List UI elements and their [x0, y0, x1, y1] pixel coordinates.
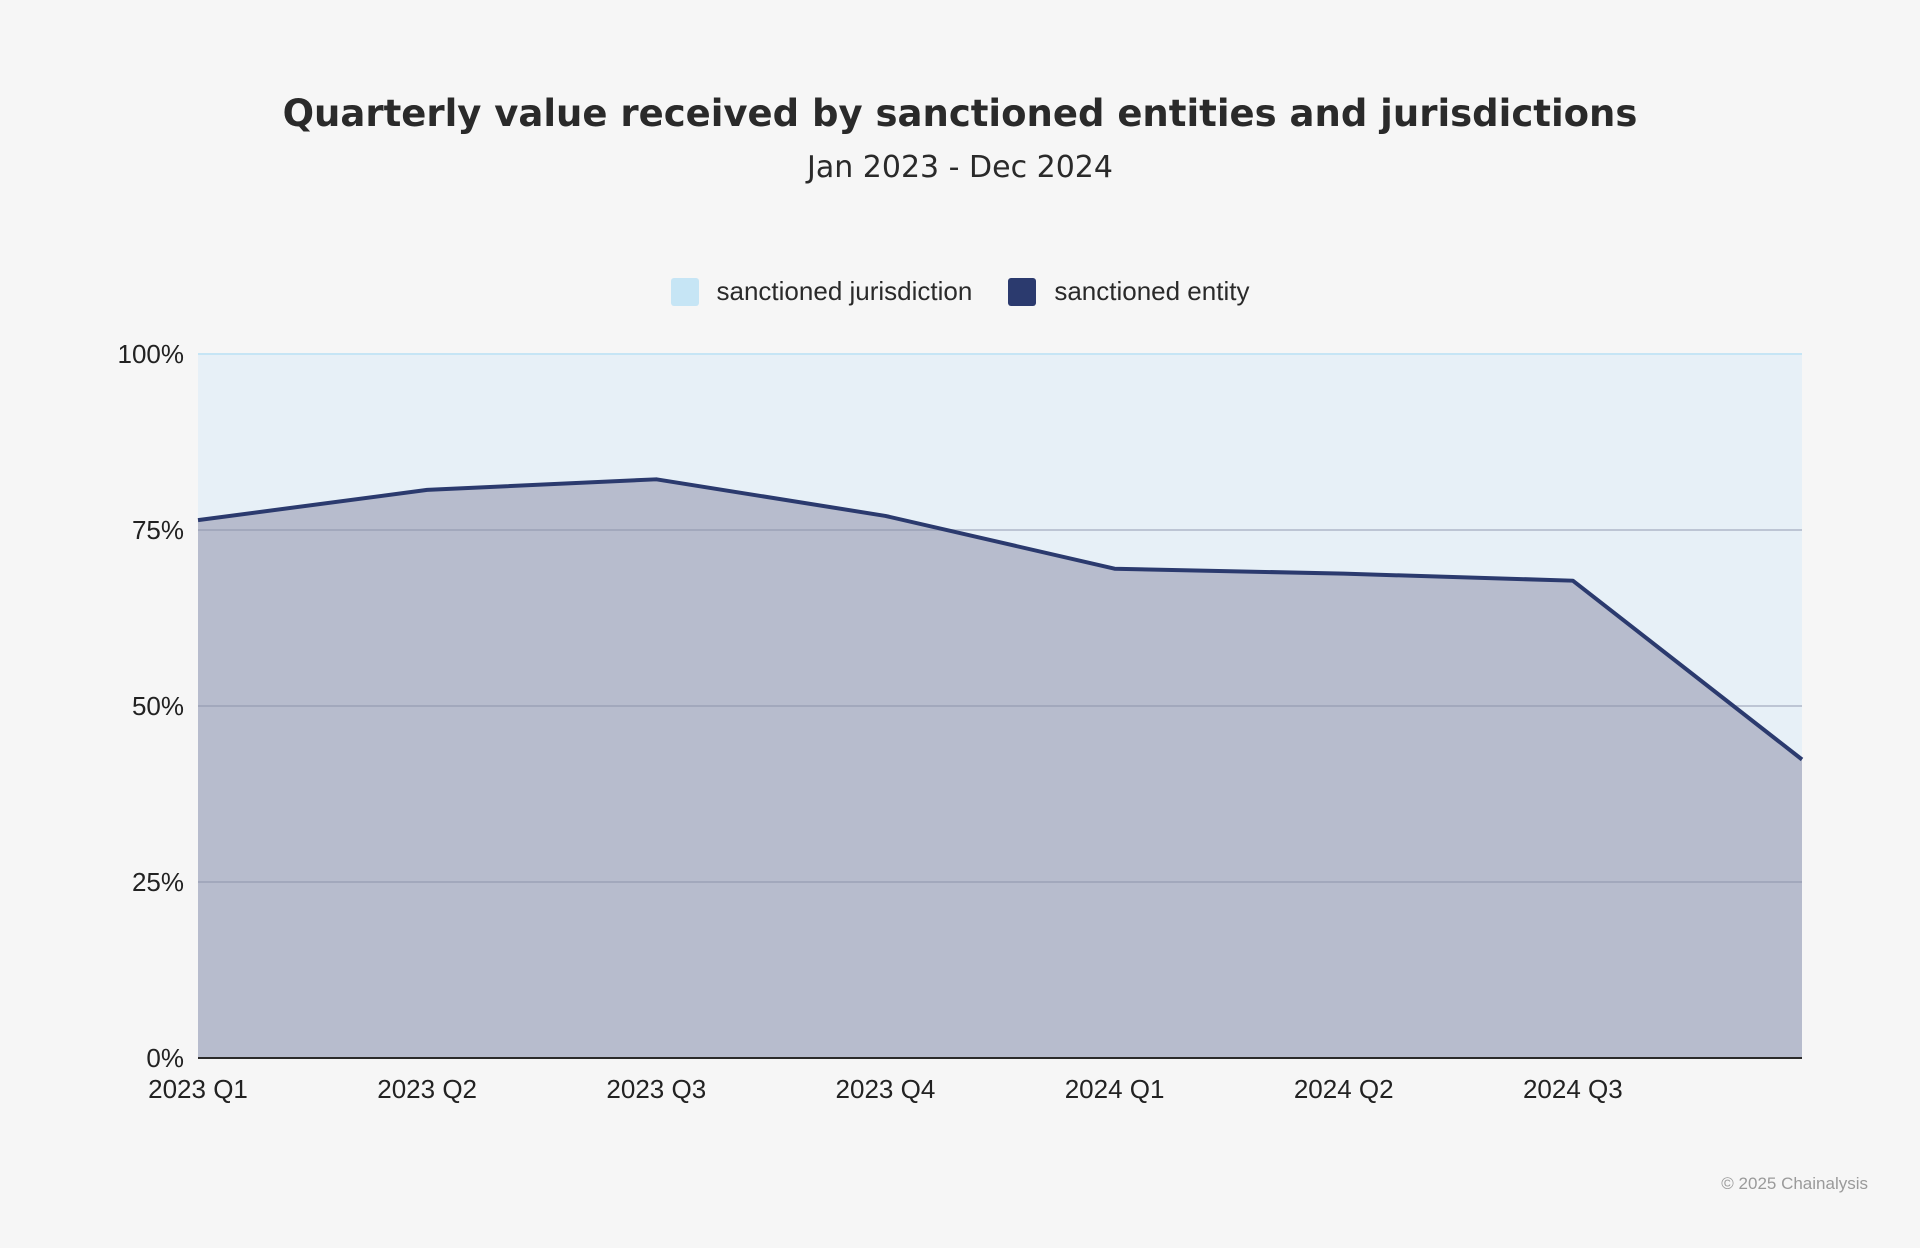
x-tick-label: 2023 Q3 [606, 1074, 706, 1104]
chart-title: Quarterly value received by sanctioned e… [282, 92, 1638, 135]
x-tick-label: 2024 Q2 [1294, 1074, 1394, 1104]
area-sanctioned-entity [198, 479, 1802, 1058]
y-tick-label: 50% [132, 691, 184, 721]
legend-label-jurisdiction: sanctioned jurisdiction [716, 276, 973, 306]
legend-label-entity: sanctioned entity [1054, 276, 1250, 306]
line-sanctioned-entity [197, 477, 1804, 762]
legend-swatch-jurisdiction [670, 277, 699, 306]
legend-swatch-entity [1008, 277, 1037, 306]
x-tick-label: 2023 Q2 [377, 1074, 477, 1104]
y-tick-label: 25% [132, 867, 184, 897]
x-tick-label: 2023 Q1 [148, 1074, 248, 1104]
area-sanctioned-jurisdiction [198, 354, 1802, 760]
legend-item-entity[interactable]: sanctioned entity [1008, 276, 1249, 307]
chart-subtitle: Jan 2023 - Dec 2024 [807, 150, 1113, 185]
x-tick-label: 2024 Q3 [1523, 1074, 1623, 1104]
x-tick-label: 2024 Q1 [1065, 1074, 1165, 1104]
legend-item-jurisdiction[interactable]: sanctioned jurisdiction [670, 276, 973, 307]
chart-legend: sanctioned jurisdiction sanctioned entit… [0, 276, 1920, 307]
copyright-text: © 2025 Chainalysis [1721, 1174, 1868, 1193]
y-tick-label: 100% [118, 339, 185, 369]
y-tick-label: 75% [132, 515, 184, 545]
x-tick-label: 2023 Q4 [836, 1074, 936, 1104]
y-tick-label: 0% [146, 1043, 184, 1073]
